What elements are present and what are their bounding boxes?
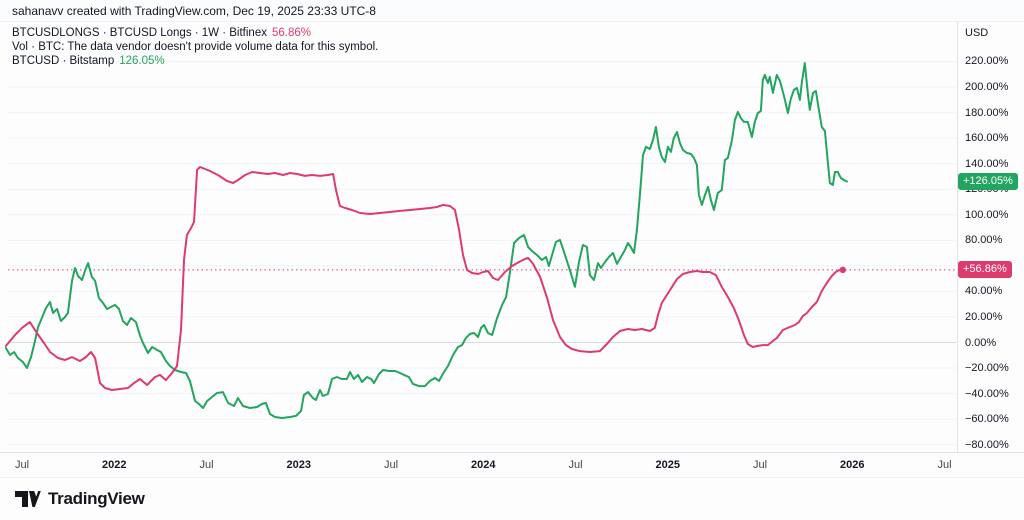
time-axis-month-label: Jul xyxy=(14,459,30,471)
chart-legend: BTCUSDLONGS · BTCUSD Longs · 1W · Bitfin… xyxy=(12,26,378,68)
price-axis[interactable]: USD 220.00% 200.00% 180.00% 160.00% 140.00% 1… xyxy=(957,22,1024,477)
price-axis-tick: 80.00% xyxy=(965,234,1003,247)
time-axis-year-label: 2024 xyxy=(471,459,496,471)
tradingview-logo-text: TradingView xyxy=(48,489,145,508)
footer-bar: TradingView xyxy=(0,477,1024,520)
legend-symbol-btcusdlongs: BTCUSDLONGS · BTCUSD Longs · 1W · Bitfin… xyxy=(12,27,267,39)
price-axis-tick: 0.00% xyxy=(965,336,997,349)
price-axis-tick: −20.00% xyxy=(965,362,1009,375)
price-axis-tick: 140.00% xyxy=(965,157,1009,170)
legend-row-btcusd[interactable]: BTCUSD · Bitstamp 126.05% xyxy=(12,54,378,68)
price-axis-tick: 180.00% xyxy=(965,106,1009,119)
price-axis-tick: 40.00% xyxy=(965,285,1003,298)
series-last-point-marker xyxy=(839,266,847,274)
attribution-bar: sahanavv created with TradingView.com, D… xyxy=(0,0,1024,22)
tradingview-logo-icon xyxy=(15,491,41,507)
legend-row-volume-message[interactable]: Vol · BTC: The data vendor doesn't provi… xyxy=(12,40,378,54)
time-axis-month-label: Jul xyxy=(752,459,768,471)
price-axis-tick: −40.00% xyxy=(965,387,1009,400)
price-axis-tick: 200.00% xyxy=(965,81,1009,94)
time-axis-month-label: Jul xyxy=(383,459,399,471)
price-axis-unit-label: USD xyxy=(965,27,989,39)
legend-change-btcusdlongs: 56.86% xyxy=(271,27,311,39)
price-axis-tick: 100.00% xyxy=(965,208,1009,221)
price-axis-tick: −60.00% xyxy=(965,413,1009,426)
legend-change-btcusd: 126.05% xyxy=(119,55,165,67)
time-axis-year-label: 2026 xyxy=(840,459,865,471)
price-axis-tick: 20.00% xyxy=(965,310,1003,323)
time-axis-year-label: 2023 xyxy=(286,459,311,471)
time-axis-month-label: Jul xyxy=(199,459,214,471)
legend-row-btcusdlongs[interactable]: BTCUSDLONGS · BTCUSD Longs · 1W · Bitfin… xyxy=(12,26,378,40)
volume-unavailable-message: Vol · BTC: The data vendor doesn't provi… xyxy=(12,41,379,53)
time-axis[interactable]: Jul 2022 Jul 2023 Jul 2024 Jul 2025 Jul 2026 Jul xyxy=(0,452,1024,478)
last-value-badge-green: +126.05% xyxy=(958,172,1018,190)
legend-symbol-btcusd: BTCUSD · Bitstamp xyxy=(12,55,115,67)
time-axis-month-label: Jul xyxy=(937,459,952,471)
tradingview-logo[interactable]: TradingView xyxy=(14,489,145,509)
series-line-btcusdlongs xyxy=(4,166,844,391)
time-axis-year-label: 2022 xyxy=(102,459,127,471)
series-line-btcusd xyxy=(4,62,848,419)
attribution-text: sahanavv created with TradingView.com, D… xyxy=(12,3,376,18)
time-axis-month-label: Jul xyxy=(568,459,583,471)
price-axis-tick: −80.00% xyxy=(965,438,1009,451)
last-value-badge-pink: +56.86% xyxy=(958,261,1012,279)
time-axis-year-label: 2025 xyxy=(655,459,680,471)
price-axis-tick: 160.00% xyxy=(965,132,1009,145)
price-axis-tick: 220.00% xyxy=(965,55,1009,68)
